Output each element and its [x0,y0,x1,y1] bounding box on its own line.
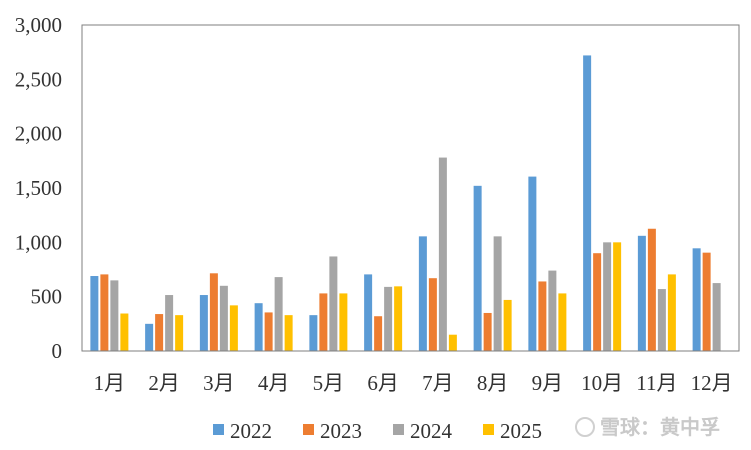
bar-2024-9 [548,270,557,351]
legend-label-2024: 2024 [410,419,453,443]
y-tick-label: 3,000 [15,13,62,37]
legend-swatch-2025 [483,424,494,435]
bar-2023-12 [702,252,711,351]
bar-2023-10 [593,253,602,351]
x-tick-label: 11月 [636,371,677,395]
bar-2024-12 [712,283,721,351]
bar-2023-9 [538,281,547,351]
legend: 2022 2023 2024 2025 [213,419,542,443]
bar-2024-5 [329,256,338,351]
bar-2025-7 [448,334,457,351]
bar-2022-2 [145,323,154,351]
x-tick-label: 10月 [581,371,623,395]
x-tick-label: 6月 [367,371,399,395]
bar-2024-4 [274,277,283,351]
bar-2024-2 [165,295,174,351]
bar-2023-1 [100,274,109,351]
bar-2023-4 [264,312,273,351]
snowball-logo-icon [575,417,595,437]
bar-2022-11 [637,235,646,351]
watermark: 雪球：黄中孚 [575,415,720,439]
x-tick-label: 3月 [203,371,235,395]
bar-2024-7 [438,157,447,351]
x-axis-ticks: 1月 2月 3月 4月 5月 6月 7月 8月 9月 10月 11月 12月 [94,371,733,395]
bar-2024-1 [110,280,119,351]
bar-2025-10 [613,242,622,351]
x-tick-label: 4月 [258,371,290,395]
bar-2023-2 [155,314,164,351]
bar-2022-8 [473,185,482,351]
y-tick-label: 500 [31,285,63,309]
x-tick-label: 12月 [691,371,733,395]
bar-2025-4 [284,315,293,351]
x-tick-label: 2月 [148,371,180,395]
bar-2022-7 [418,236,427,351]
bar-2022-4 [254,303,263,351]
bar-2022-12 [692,248,701,351]
bar-2025-5 [339,293,348,351]
bar-2022-10 [583,55,592,351]
bar-2025-3 [229,305,238,351]
x-tick-label: 9月 [532,371,564,395]
bar-2022-1 [90,276,99,351]
bar-2022-6 [364,274,373,351]
legend-label-2023: 2023 [320,419,362,443]
watermark-text: 雪球：黄中孚 [600,415,720,439]
bar-2023-11 [647,228,656,351]
y-tick-label: 2,000 [15,122,62,146]
x-tick-label: 5月 [313,371,345,395]
bar-2025-2 [175,315,184,351]
bar-2025-11 [667,274,676,351]
x-tick-label: 8月 [477,371,509,395]
bar-2024-10 [603,242,612,351]
legend-swatch-2023 [303,424,314,435]
bar-2022-3 [199,295,208,351]
legend-label-2022: 2022 [230,419,272,443]
bar-2025-6 [394,286,403,351]
legend-swatch-2022 [213,424,224,435]
y-tick-label: 1,000 [15,230,62,254]
bar-2025-1 [120,313,129,351]
bar-2025-9 [558,293,567,351]
bar-2023-7 [428,278,437,351]
y-tick-label: 2,500 [15,67,62,91]
y-tick-label: 0 [52,339,63,363]
y-axis-ticks: 0 500 1,000 1,500 2,000 2,500 3,000 [15,13,62,363]
bars [90,55,721,351]
bar-2023-6 [374,316,383,351]
y-tick-label: 1,500 [15,176,62,200]
bar-2024-6 [384,286,393,351]
x-tick-label: 1月 [94,371,126,395]
bar-2025-8 [503,299,512,351]
bar-2024-8 [493,236,502,351]
bar-2022-5 [309,315,318,351]
bar-2022-9 [528,176,537,351]
bar-2023-3 [209,273,218,351]
bar-2024-3 [219,285,228,351]
x-tick-label: 7月 [422,371,454,395]
bar-2023-5 [319,293,328,351]
bar-2024-11 [657,289,666,351]
legend-label-2025: 2025 [500,419,542,443]
bar-2023-8 [483,312,492,351]
legend-swatch-2024 [393,424,404,435]
